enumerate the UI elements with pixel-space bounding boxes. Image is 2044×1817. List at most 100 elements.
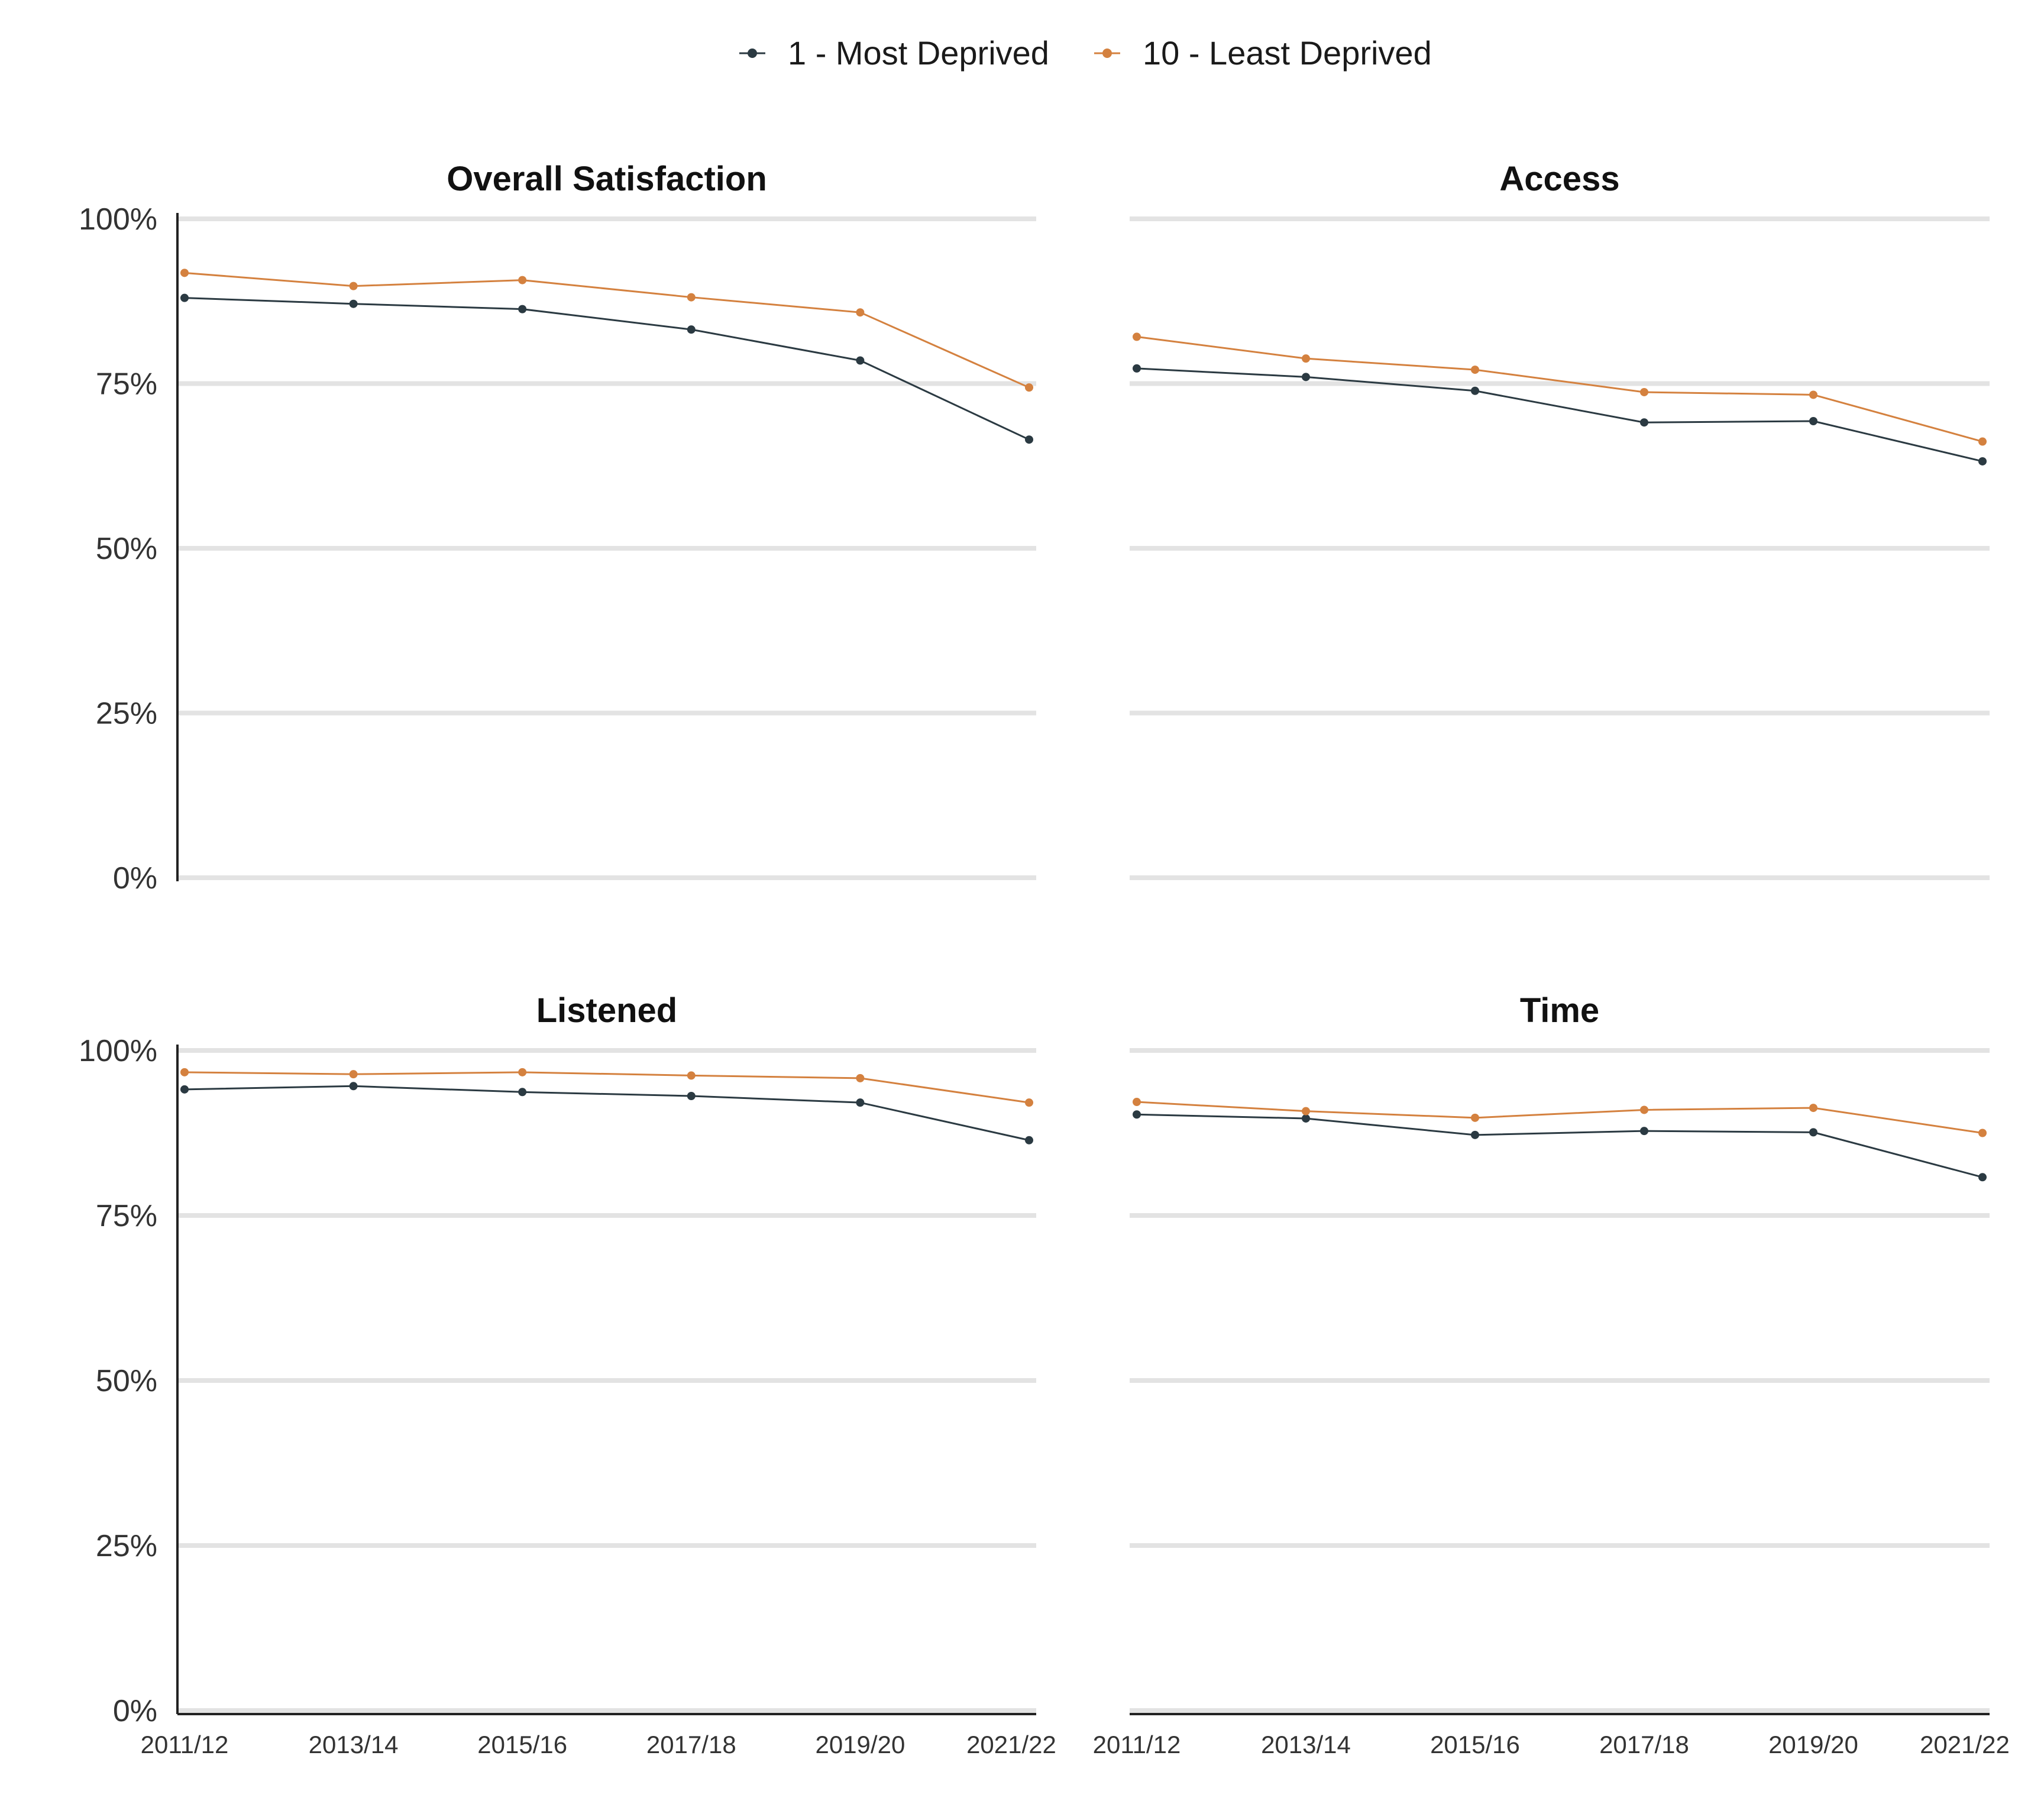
data-point xyxy=(180,1085,189,1094)
series-line xyxy=(184,1085,1030,1142)
y-tick-label: 50% xyxy=(96,532,157,566)
data-point xyxy=(1640,1105,1648,1114)
series-line xyxy=(184,297,1030,441)
x-tick-label: 2013/14 xyxy=(1261,1731,1351,1758)
series-line xyxy=(184,271,1030,389)
y-tick-label: 100% xyxy=(79,202,157,237)
data-point xyxy=(856,1074,865,1082)
chart-panel: Overall Satisfaction 0% 25% 50% 75% 100% xyxy=(79,160,1036,895)
data-point xyxy=(1809,1104,1817,1113)
data-point xyxy=(1133,1098,1141,1107)
data-point xyxy=(1809,1128,1817,1137)
data-point xyxy=(1302,373,1310,381)
series-line xyxy=(1136,335,1983,442)
series-group xyxy=(1133,1098,1987,1137)
data-point xyxy=(518,1088,527,1097)
data-point xyxy=(1471,1130,1479,1139)
data-point xyxy=(1471,1113,1479,1122)
data-point xyxy=(349,299,358,308)
data-point xyxy=(856,308,865,317)
data-point xyxy=(1978,1129,1987,1137)
data-point xyxy=(687,325,696,334)
data-point xyxy=(687,1092,696,1101)
x-tick-label: 2017/18 xyxy=(1599,1731,1689,1758)
series-group xyxy=(180,293,1033,444)
data-point xyxy=(180,1068,189,1076)
data-point xyxy=(180,269,189,277)
series-line xyxy=(184,1071,1030,1104)
series-group xyxy=(1133,364,1987,465)
data-point xyxy=(1025,383,1033,392)
legend-item: 10 - Least Deprived xyxy=(1094,34,1432,72)
series-line xyxy=(1136,367,1983,463)
data-point xyxy=(1133,1110,1141,1119)
legend-dot-marker xyxy=(748,49,757,58)
data-point xyxy=(1133,364,1141,373)
data-point xyxy=(1025,435,1033,444)
series-group xyxy=(180,1082,1033,1144)
series-group xyxy=(180,1068,1033,1107)
data-point xyxy=(1640,387,1648,396)
data-point xyxy=(518,276,527,284)
chart-panels: Overall Satisfaction 0% 25% 50% 75% 100% Acces… xyxy=(79,160,2010,1758)
y-tick-label: 75% xyxy=(96,367,157,402)
legend-label: 10 - Least Deprived xyxy=(1143,34,1432,72)
series-line xyxy=(1136,1101,1983,1134)
data-point xyxy=(1471,386,1479,395)
data-point xyxy=(1809,390,1817,399)
x-tick-label: 2021/22 xyxy=(966,1731,1056,1758)
data-point xyxy=(856,356,865,365)
y-tick-label: 50% xyxy=(96,1364,157,1398)
data-point xyxy=(1025,1098,1033,1107)
y-tick-label: 0% xyxy=(113,1694,157,1728)
legend: 1 - Most Deprived 10 - Least Deprived xyxy=(739,34,1432,72)
data-point xyxy=(1640,1127,1648,1136)
legend-item: 1 - Most Deprived xyxy=(739,34,1049,72)
x-tick-label: 2011/12 xyxy=(141,1731,229,1758)
y-tick-label: 100% xyxy=(79,1034,157,1068)
legend-label: 1 - Most Deprived xyxy=(788,34,1049,72)
panel-title: Time xyxy=(1520,991,1599,1030)
x-tick-label: 2011/12 xyxy=(1093,1731,1181,1758)
x-tick-label: 2015/16 xyxy=(477,1731,567,1758)
data-point xyxy=(1640,418,1648,427)
data-point xyxy=(687,1071,696,1080)
x-tick-label: 2015/16 xyxy=(1430,1731,1520,1758)
series-line xyxy=(1136,1113,1983,1178)
data-point xyxy=(1978,1173,1987,1182)
data-point xyxy=(180,293,189,302)
data-point xyxy=(349,282,358,290)
data-point xyxy=(1978,437,1987,446)
panel-title: Overall Satisfaction xyxy=(447,160,767,198)
panel-title: Listened xyxy=(536,991,678,1030)
y-tick-label: 25% xyxy=(96,1529,157,1563)
x-tick-label: 2017/18 xyxy=(646,1731,736,1758)
x-tick-label: 2013/14 xyxy=(309,1731,399,1758)
data-point xyxy=(1025,1136,1033,1144)
chart-panel: Listened 0% 25% 50% 75% 100% 2011/12 2013/14 201… xyxy=(79,991,1056,1758)
chart-panel: Access xyxy=(1130,160,1990,880)
y-tick-label: 25% xyxy=(96,697,157,731)
series-group xyxy=(1133,332,1987,446)
data-point xyxy=(1978,457,1987,465)
data-point xyxy=(1809,416,1817,425)
data-point xyxy=(687,293,696,302)
series-group xyxy=(180,269,1033,392)
data-point xyxy=(1302,354,1310,363)
data-point xyxy=(856,1098,865,1107)
data-point xyxy=(1133,332,1141,341)
x-tick-label: 2021/22 xyxy=(1920,1731,2010,1758)
panel-title: Access xyxy=(1499,160,1619,198)
data-point xyxy=(518,1068,527,1076)
x-tick-label: 2019/20 xyxy=(815,1731,905,1758)
y-tick-label: 0% xyxy=(113,861,157,895)
data-point xyxy=(1302,1107,1310,1116)
x-tick-label: 2019/20 xyxy=(1768,1731,1858,1758)
y-tick-label: 75% xyxy=(96,1199,157,1233)
data-point xyxy=(1302,1114,1310,1123)
data-point xyxy=(349,1070,358,1079)
data-point xyxy=(1471,366,1479,374)
series-group xyxy=(1133,1110,1987,1182)
data-point xyxy=(518,305,527,313)
